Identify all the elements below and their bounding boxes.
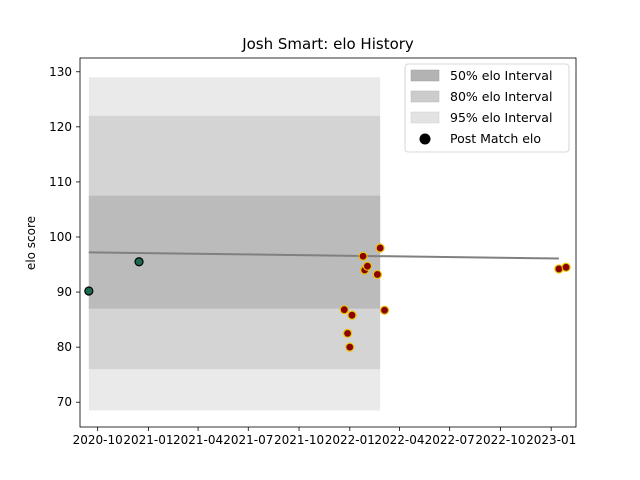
y-axis-label: elo score <box>24 216 38 270</box>
x-tick-label-3: 2021-07 <box>223 433 273 447</box>
elo-point-1-6 <box>362 261 373 271</box>
y-tick-label-5: 120 <box>49 120 72 134</box>
y-axis: 70 80 90 100 110 120 130 <box>49 65 80 409</box>
legend-label-80: 80% elo Interval <box>450 89 552 104</box>
legend-box <box>404 63 570 153</box>
trend-line <box>88 251 559 260</box>
elo-point-1-0 <box>339 305 349 315</box>
legend-swatch-95 <box>410 111 440 124</box>
post-match-points <box>84 243 571 352</box>
legend: 50% elo Interval 80% elo Interval 95% el… <box>404 63 570 153</box>
elo-point-1-2 <box>345 342 355 352</box>
y-tick-label-6: 130 <box>49 65 72 79</box>
y-tick-label-0: 70 <box>57 395 72 409</box>
elo-point-1-8 <box>375 243 385 253</box>
elo-point-1-11 <box>561 262 571 272</box>
y-tick-label-2: 90 <box>57 285 72 299</box>
x-tick-label-8: 2022-10 <box>475 433 525 447</box>
legend-swatch-50 <box>410 69 440 82</box>
elo-point-0-1 <box>134 257 144 267</box>
y-tick-label-1: 80 <box>57 340 72 354</box>
elo-point-1-3 <box>347 310 357 320</box>
elo-point-1-1 <box>342 328 353 338</box>
plot-frame <box>79 57 577 428</box>
x-tick-label-0: 2020-10 <box>73 433 123 447</box>
elo-point-1-9 <box>379 305 390 315</box>
legend-marker-post-match <box>419 133 431 145</box>
x-tick-label-5: 2022-01 <box>325 433 375 447</box>
mean-elo-line <box>88 251 559 260</box>
x-tick-label-2: 2021-04 <box>173 433 223 447</box>
elo-point-0-0 <box>84 286 94 296</box>
x-tick-label-4: 2021-10 <box>274 433 324 447</box>
legend-label-95: 95% elo Interval <box>450 110 552 125</box>
elo-point-1-7 <box>372 269 382 280</box>
elo-point-1-4 <box>358 251 368 261</box>
chart-title: Josh Smart: elo History <box>241 35 414 53</box>
legend-label-post-match: Post Match elo <box>450 131 541 146</box>
x-axis: 2020-10 2021-01 2021-04 2021-07 2021-10 2022-… <box>73 427 576 447</box>
y-tick-label-4: 110 <box>49 175 72 189</box>
x-tick-label-7: 2022-07 <box>425 433 475 447</box>
y-tick-label-3: 100 <box>49 230 72 244</box>
legend-swatch-80 <box>410 90 440 103</box>
x-tick-label-9: 2023-01 <box>526 433 576 447</box>
x-tick-label-6: 2022-04 <box>374 433 424 447</box>
x-tick-label-1: 2021-01 <box>123 433 173 447</box>
legend-label-50: 50% elo Interval <box>450 68 552 83</box>
interval-bands <box>88 77 381 411</box>
